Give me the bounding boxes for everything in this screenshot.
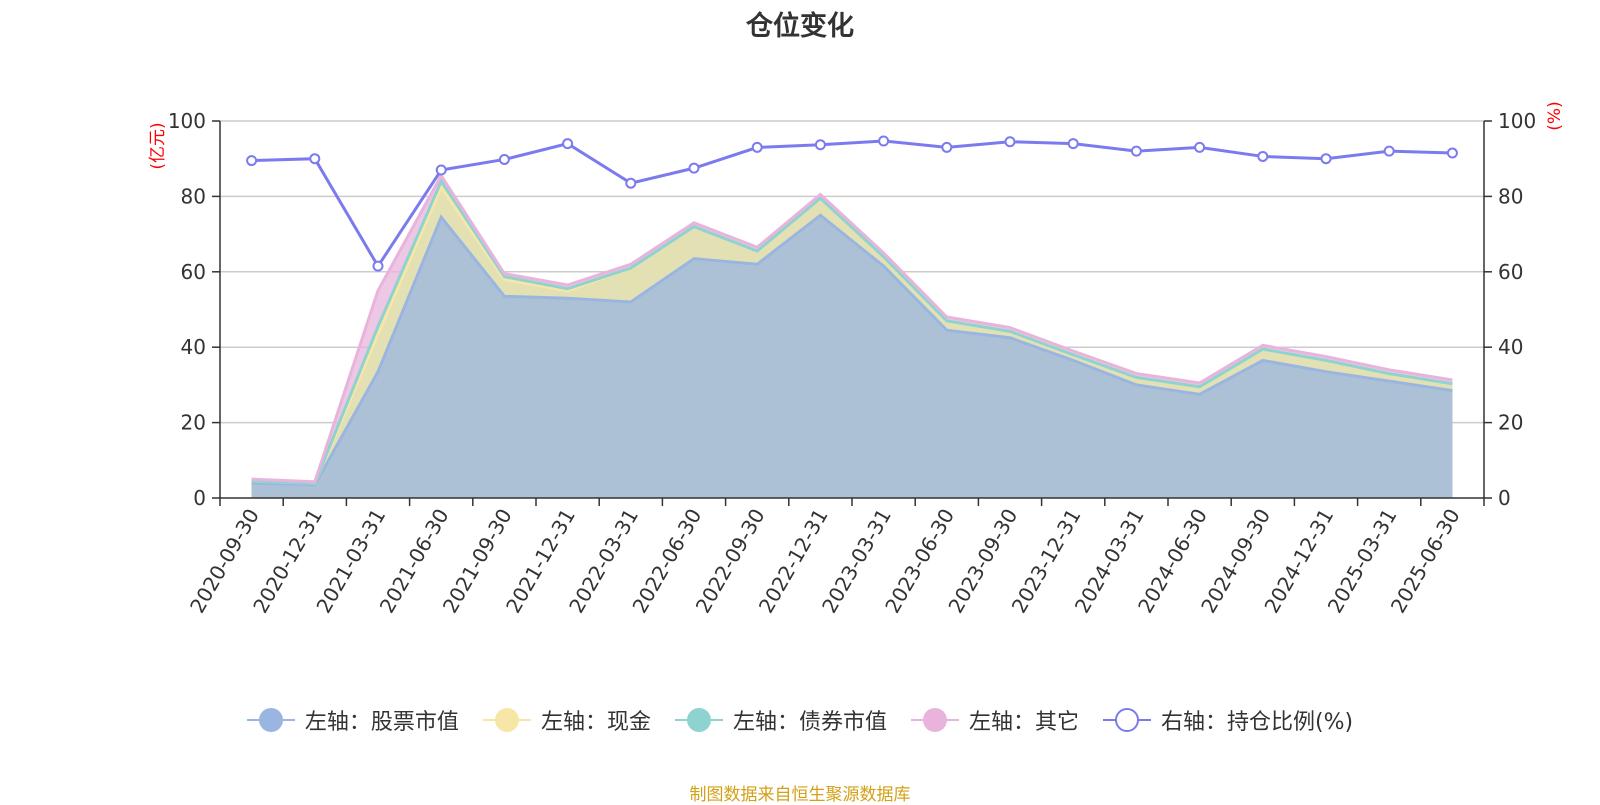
legend-swatch-icon xyxy=(482,708,531,732)
legend: 左轴：股票市值 左轴：现金 左轴：债券市值 左轴：其它 右轴：持仓比例(%) xyxy=(0,704,1600,736)
y-right-tick-label: 60 xyxy=(1498,260,1523,284)
ratio-point xyxy=(309,153,321,165)
y-right-tick-label: 0 xyxy=(1498,486,1511,510)
legend-item-2[interactable]: 左轴：现金 xyxy=(482,704,651,736)
ratio-point xyxy=(1320,153,1332,165)
area-line-4 xyxy=(251,172,1453,484)
ratio-point xyxy=(1130,145,1142,157)
y-left-tick-label: 80 xyxy=(181,184,206,208)
legend-swatch-icon xyxy=(1102,708,1151,732)
source-note: 制图数据来自恒生聚源数据库 xyxy=(689,785,911,805)
y-right-unit-label: (%) xyxy=(1545,101,1565,130)
ratio-point xyxy=(246,155,258,167)
legend-label: 左轴：债券市值 xyxy=(732,710,887,735)
ratio-point xyxy=(562,138,574,150)
y-left-tick-label: 40 xyxy=(181,335,206,359)
ratio-point xyxy=(1446,147,1458,159)
legend-swatch-icon xyxy=(674,708,723,732)
y-left-tick-label: 20 xyxy=(181,411,206,435)
legend-item-5[interactable]: 右轴：持仓比例(%) xyxy=(1102,704,1354,736)
legend-item-4[interactable]: 左轴：其它 xyxy=(910,704,1079,736)
legend-swatch-icon xyxy=(246,708,295,732)
legend-label: 左轴：现金 xyxy=(540,710,651,735)
ratio-point xyxy=(814,139,826,151)
ratio-point xyxy=(1067,138,1079,150)
y-right-tick-label: 20 xyxy=(1498,411,1523,435)
ratio-point xyxy=(688,162,700,174)
ratio-point xyxy=(435,164,447,176)
y-left-tick-label: 0 xyxy=(193,486,206,510)
y-right-tick-label: 80 xyxy=(1498,184,1523,208)
ratio-point xyxy=(1383,145,1395,157)
area-1 xyxy=(251,215,1453,498)
ratio-point xyxy=(751,141,763,153)
ratio-point xyxy=(941,141,953,153)
ratio-point xyxy=(625,177,637,189)
y-left-tick-label: 60 xyxy=(181,260,206,284)
legend-item-1[interactable]: 左轴：股票市值 xyxy=(246,704,459,736)
ratio-point xyxy=(498,153,510,165)
legend-item-3[interactable]: 左轴：债券市值 xyxy=(674,704,887,736)
ratio-point xyxy=(372,260,384,272)
chart-title: 仓位变化 xyxy=(746,11,854,42)
ratio-point xyxy=(1194,141,1206,153)
ratio-point xyxy=(1257,150,1269,162)
y-right-tick-label: 100 xyxy=(1498,109,1536,133)
legend-swatch-icon xyxy=(910,708,959,732)
ratio-point xyxy=(878,135,890,147)
legend-label: 左轴：其它 xyxy=(968,710,1079,735)
y-left-tick-label: 100 xyxy=(168,109,206,133)
legend-label: 右轴：持仓比例(%) xyxy=(1160,710,1354,735)
area-line-1 xyxy=(251,213,1453,487)
area-line-3 xyxy=(251,178,1453,485)
y-left-unit-label: (亿元) xyxy=(148,122,168,169)
legend-label: 左轴：股票市值 xyxy=(304,710,459,735)
ratio-point xyxy=(1004,136,1016,148)
y-right-tick-label: 40 xyxy=(1498,335,1523,359)
ratio-line xyxy=(251,139,1453,269)
